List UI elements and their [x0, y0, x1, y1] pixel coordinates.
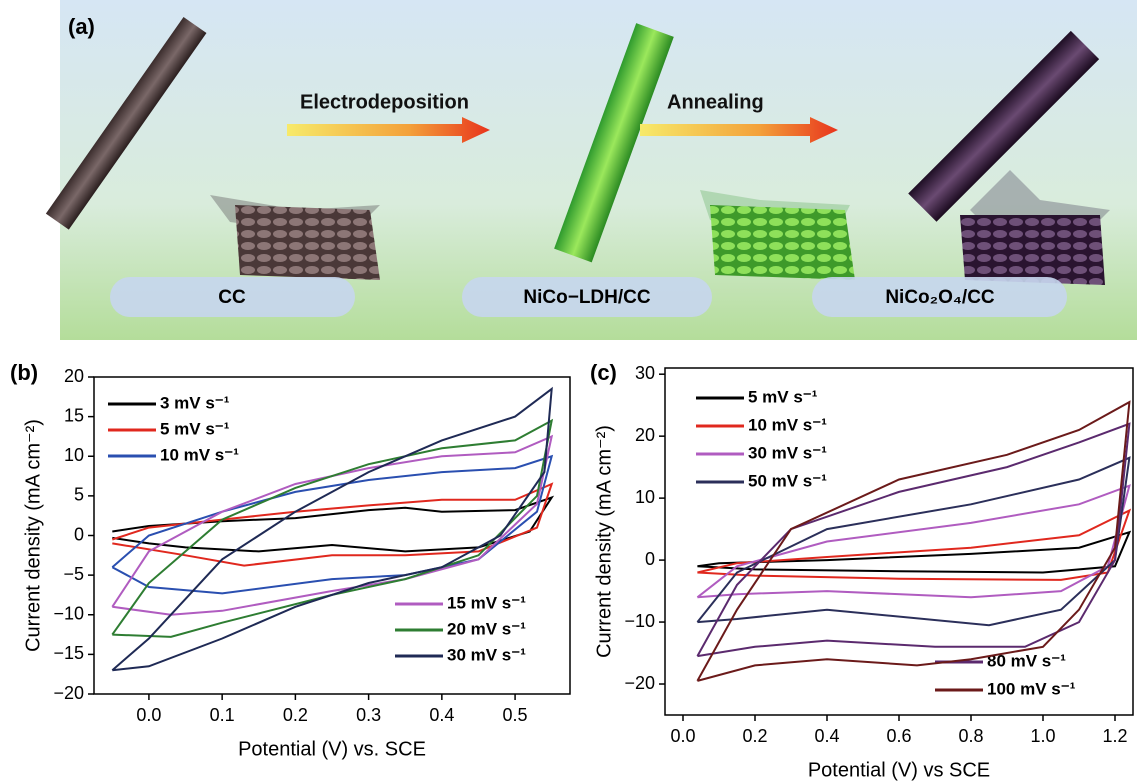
y-tick-label: 10 — [64, 445, 84, 465]
cloth-cc — [235, 205, 380, 280]
y-axis-label: Current density (mA cm⁻²) — [22, 419, 44, 652]
x-tick-label: 0.2 — [742, 726, 767, 746]
y-tick-label: −10 — [53, 604, 84, 624]
x-axis-label: Potential (V) vs. SCE — [238, 738, 426, 760]
panel-label: (b) — [10, 360, 38, 385]
legend-label: 100 mV s⁻¹ — [987, 679, 1076, 698]
legend-label: 5 mV s⁻¹ — [160, 419, 230, 438]
x-tick-label: 1.0 — [1030, 726, 1055, 746]
x-tick-label: 0.8 — [958, 726, 983, 746]
legend-label: 5 mV s⁻¹ — [748, 387, 818, 406]
legend-label: 3 mV s⁻¹ — [160, 393, 230, 412]
x-tick-label: 0.1 — [210, 705, 235, 725]
legend-label: 20 mV s⁻¹ — [447, 619, 526, 638]
y-tick-label: −15 — [53, 643, 84, 663]
material-label: NiCo₂O₄/CC — [885, 287, 995, 308]
material-label: CC — [218, 287, 246, 308]
cloth-ldh — [710, 205, 855, 280]
x-tick-label: 0.4 — [814, 726, 839, 746]
legend-label: 50 mV s⁻¹ — [748, 471, 827, 490]
cloth-nico2o4 — [960, 215, 1105, 285]
x-tick-label: 1.2 — [1102, 726, 1127, 746]
step-label: Electrodeposition — [300, 91, 469, 113]
y-tick-label: −20 — [624, 673, 655, 693]
figure-canvas: (a) Electrodeposition Annealing CC NiCo−… — [0, 0, 1137, 784]
figure: (a) Electrodeposition Annealing CC NiCo−… — [0, 0, 1137, 784]
cv-curve — [697, 486, 1129, 598]
y-axis-label: Current density (mA cm⁻²) — [593, 425, 615, 658]
legend-label: 10 mV s⁻¹ — [748, 415, 827, 434]
step-label: Annealing — [667, 91, 764, 113]
y-tick-label: 30 — [635, 363, 655, 383]
y-tick-label: −10 — [624, 611, 655, 631]
x-tick-label: 0.4 — [429, 705, 454, 725]
y-tick-label: −20 — [53, 683, 84, 703]
x-tick-label: 0.2 — [283, 705, 308, 725]
y-tick-label: −5 — [63, 564, 84, 584]
y-tick-label: 20 — [64, 366, 84, 386]
y-tick-label: 10 — [635, 487, 655, 507]
y-tick-label: 5 — [74, 485, 84, 505]
x-tick-label: 0.5 — [503, 705, 528, 725]
x-axis-label: Potential (V) vs SCE — [808, 759, 990, 781]
panel-label: (a) — [68, 14, 95, 39]
y-tick-label: 20 — [635, 425, 655, 445]
legend-label: 10 mV s⁻¹ — [160, 445, 239, 464]
legend-label: 15 mV s⁻¹ — [447, 593, 526, 612]
material-label: NiCo−LDH/CC — [523, 287, 650, 308]
legend-label: 30 mV s⁻¹ — [748, 443, 827, 462]
x-tick-label: 0.0 — [670, 726, 695, 746]
x-tick-label: 0.3 — [356, 705, 381, 725]
x-tick-label: 0.6 — [886, 726, 911, 746]
y-tick-label: 15 — [64, 405, 84, 425]
y-tick-label: 0 — [645, 549, 655, 569]
y-tick-label: 0 — [74, 524, 84, 544]
x-tick-label: 0.0 — [136, 705, 161, 725]
panel-label: (c) — [590, 360, 617, 385]
legend-label: 30 mV s⁻¹ — [447, 645, 526, 664]
